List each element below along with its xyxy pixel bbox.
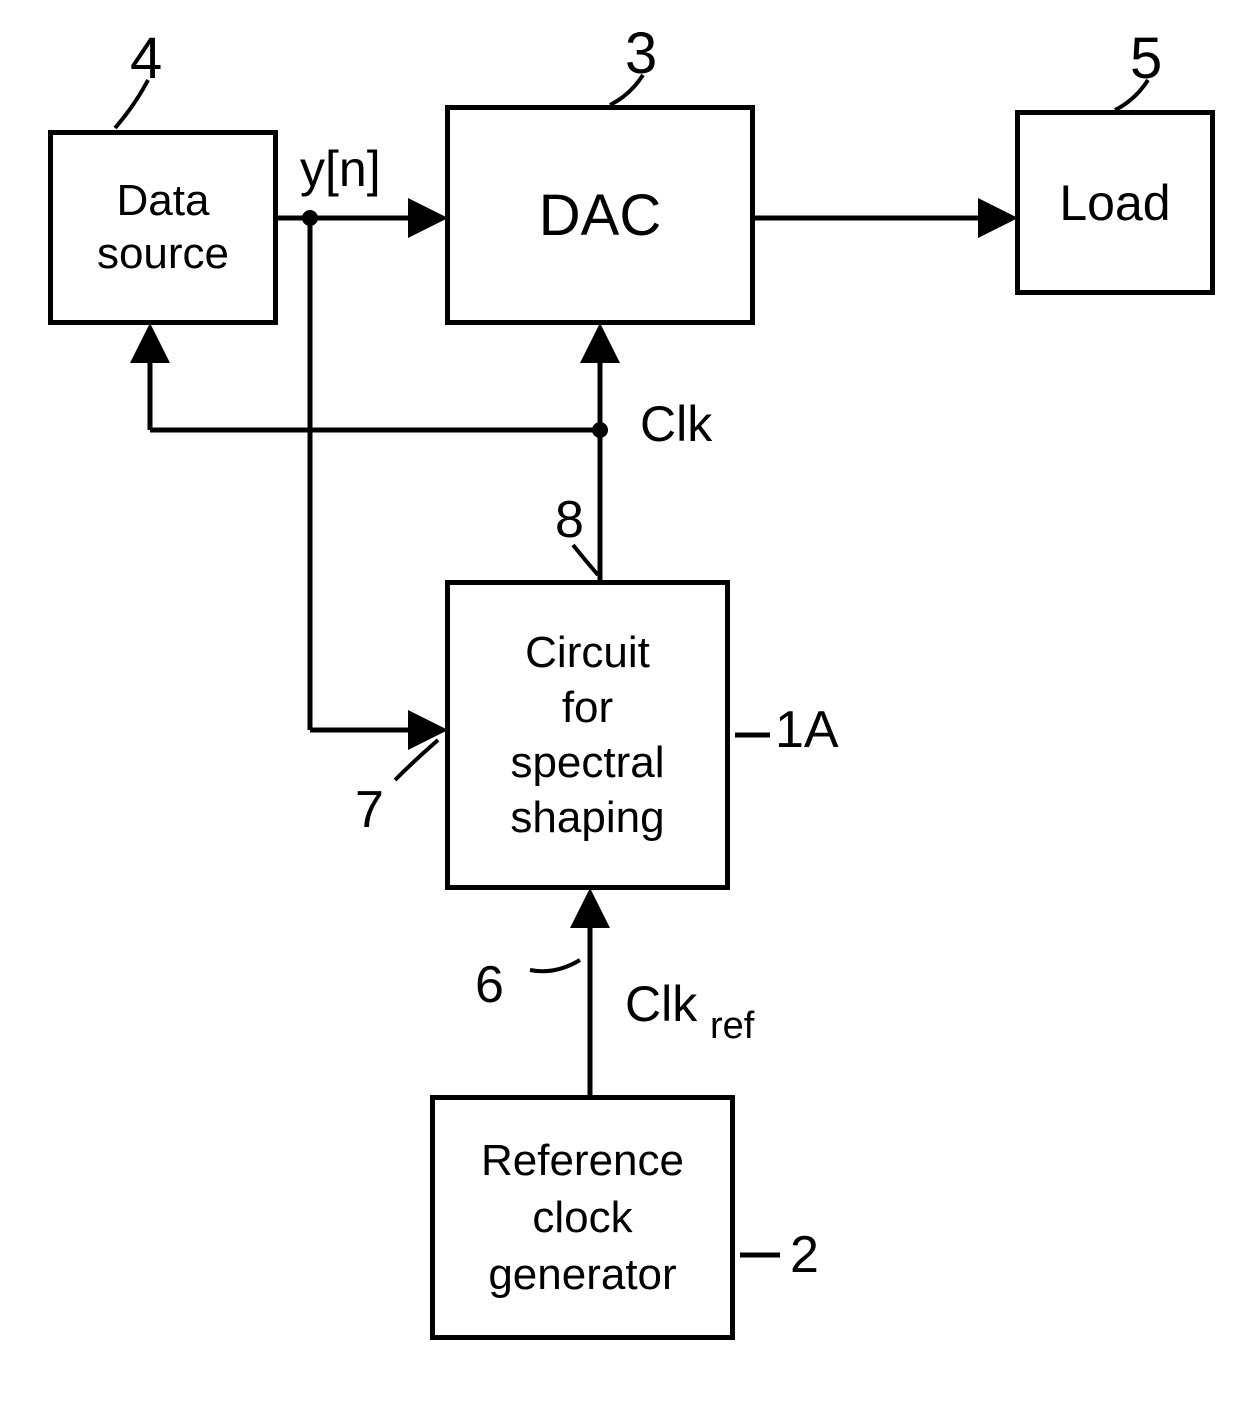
signal-yn: y[n] bbox=[300, 140, 381, 198]
annotation-5: 5 bbox=[1130, 25, 1162, 92]
data-source-box: Data source bbox=[48, 130, 278, 325]
data-source-label: Data source bbox=[97, 175, 229, 281]
load-box: Load bbox=[1015, 110, 1215, 295]
annotation-4: 4 bbox=[130, 25, 162, 92]
dac-label: DAC bbox=[539, 182, 661, 249]
ref-clock-box: Reference clock generator bbox=[430, 1095, 735, 1340]
dac-box: DAC bbox=[445, 105, 755, 325]
load-label: Load bbox=[1059, 174, 1170, 232]
annotation-2: 2 bbox=[790, 1225, 819, 1285]
annotation-3: 3 bbox=[625, 20, 657, 87]
signal-clkref-sub: ref bbox=[710, 1005, 754, 1048]
annotation-1A: 1A bbox=[775, 700, 839, 760]
circuit-label: Circuit for spectral shaping bbox=[510, 625, 664, 845]
annotation-7: 7 bbox=[355, 780, 384, 840]
annotation-6: 6 bbox=[475, 955, 504, 1015]
signal-clk: Clk bbox=[640, 395, 712, 453]
annotation-8: 8 bbox=[555, 490, 584, 550]
circuit-box: Circuit for spectral shaping bbox=[445, 580, 730, 890]
signal-clkref: Clk bbox=[625, 975, 697, 1033]
ref-clock-label: Reference clock generator bbox=[481, 1132, 684, 1304]
